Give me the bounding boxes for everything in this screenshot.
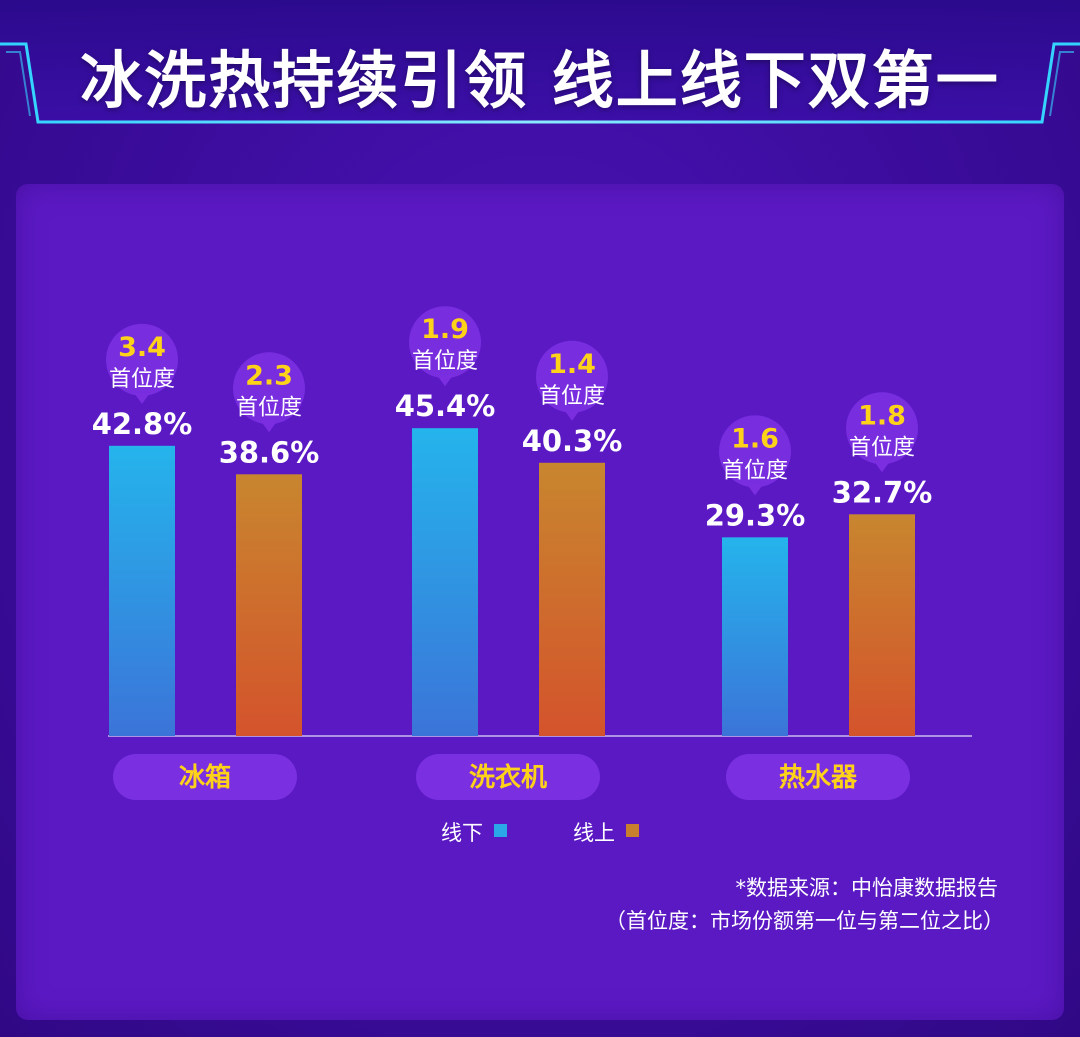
ratio-bubble-tail bbox=[437, 375, 453, 387]
category-pill bbox=[113, 754, 297, 800]
ratio-bubble bbox=[719, 415, 791, 488]
category-pill bbox=[416, 754, 600, 800]
bar-online-0 bbox=[236, 474, 302, 736]
ratio-value: 1.8 bbox=[858, 400, 906, 431]
category-label: 热水器 bbox=[779, 763, 858, 793]
page-title: 冰洗热持续引领 线上线下双第一 bbox=[80, 44, 1000, 117]
ratio-bubble bbox=[409, 306, 481, 379]
value-label: 45.4% bbox=[395, 389, 496, 423]
ratio-label: 首位度 bbox=[539, 384, 605, 409]
source-note: *数据来源：中怡康数据报告 bbox=[735, 876, 999, 900]
ratio-label: 首位度 bbox=[109, 367, 175, 392]
category-label: 冰箱 bbox=[179, 762, 231, 793]
title-banner: 冰洗热持续引领 线上线下双第一 bbox=[0, 0, 1080, 140]
title-banner-frame bbox=[0, 0, 1080, 124]
value-label: 40.3% bbox=[522, 424, 623, 458]
legend-label: 线上 bbox=[573, 821, 615, 845]
ratio-bubble bbox=[106, 323, 178, 396]
bar-offline-0 bbox=[109, 445, 175, 736]
ratio-bubble bbox=[233, 352, 305, 425]
bar-offline-1 bbox=[412, 428, 478, 736]
value-label: 32.7% bbox=[832, 475, 933, 509]
legend-swatch bbox=[626, 824, 639, 837]
ratio-bubble-tail bbox=[874, 461, 890, 473]
category-label: 洗衣机 bbox=[469, 762, 547, 793]
value-label: 42.8% bbox=[92, 407, 193, 441]
ratio-label: 首位度 bbox=[412, 349, 478, 374]
ratio-bubble bbox=[536, 340, 608, 413]
ratio-bubble-tail bbox=[134, 392, 150, 404]
ratio-value: 3.4 bbox=[118, 332, 166, 363]
ratio-label: 首位度 bbox=[849, 435, 915, 460]
ratio-value: 1.9 bbox=[421, 314, 469, 345]
ratio-label: 首位度 bbox=[236, 395, 302, 420]
definition-note: （首位度：市场份额第一位与第二位之比） bbox=[605, 909, 1004, 933]
ratio-label: 首位度 bbox=[722, 458, 788, 483]
bar-online-1 bbox=[539, 462, 605, 736]
value-label: 29.3% bbox=[705, 498, 806, 532]
category-pill bbox=[726, 754, 910, 800]
ratio-bubble-tail bbox=[261, 421, 277, 433]
bar-online-2 bbox=[849, 514, 915, 736]
ratio-bubble-tail bbox=[747, 484, 763, 496]
bar-offline-2 bbox=[722, 537, 788, 736]
ratio-value: 1.6 bbox=[731, 423, 779, 454]
ratio-bubble-tail bbox=[564, 409, 580, 421]
value-label: 38.6% bbox=[219, 435, 320, 469]
ratio-value: 2.3 bbox=[245, 360, 293, 391]
legend-label: 线下 bbox=[441, 821, 483, 845]
ratio-bubble bbox=[846, 392, 918, 465]
legend-swatch bbox=[494, 824, 507, 837]
ratio-value: 1.4 bbox=[548, 349, 596, 380]
